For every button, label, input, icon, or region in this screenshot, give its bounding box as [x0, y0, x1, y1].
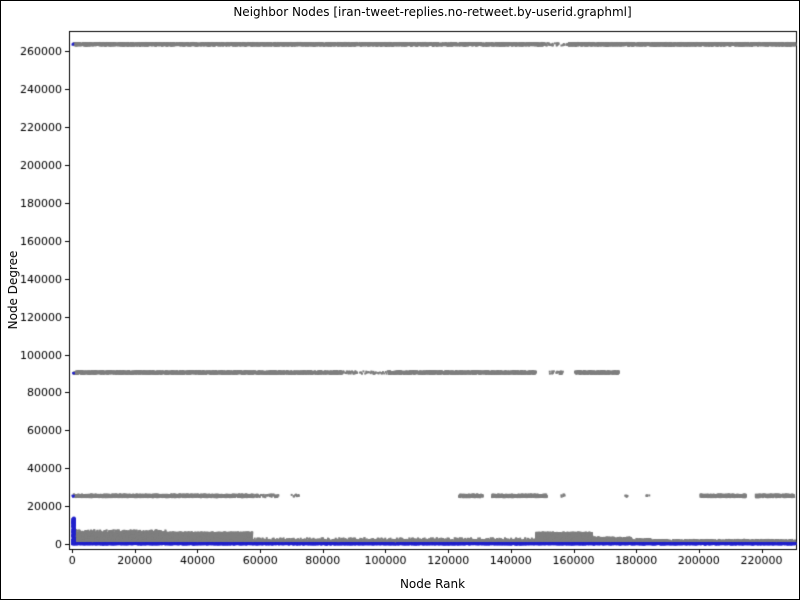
- y-axis-label: Node Degree: [6, 250, 20, 330]
- x-axis-label: Node Rank: [399, 577, 466, 591]
- chart-title: Neighbor Nodes [iran-tweet-replies.no-re…: [233, 5, 632, 19]
